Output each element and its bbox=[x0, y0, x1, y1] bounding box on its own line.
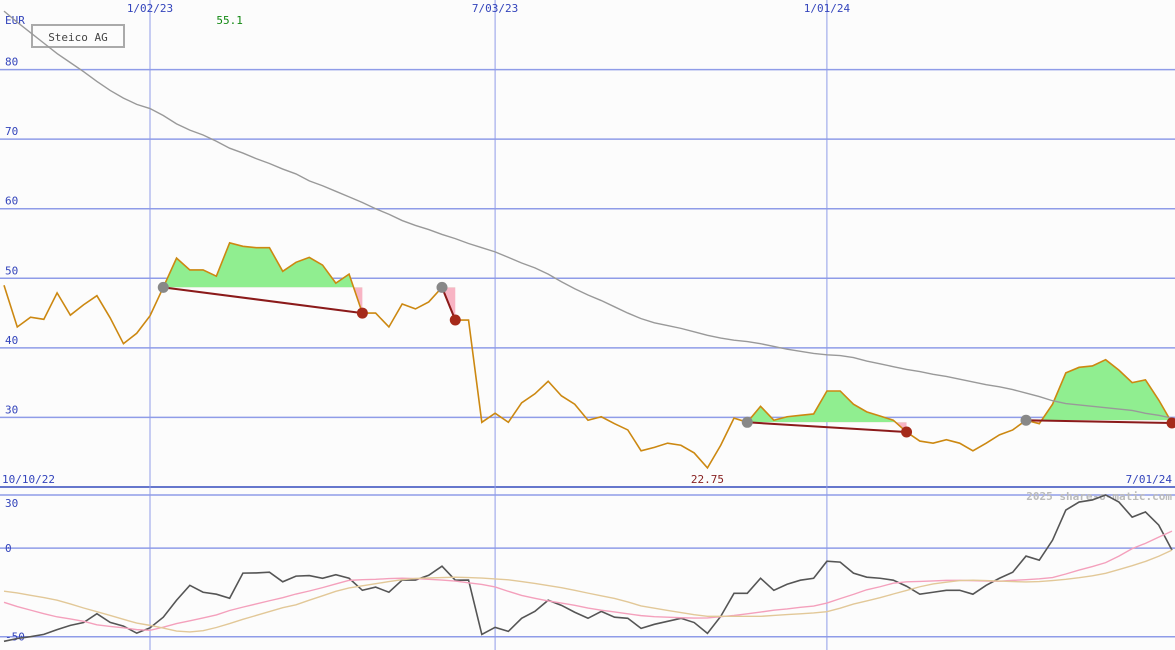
gain-area bbox=[747, 390, 907, 423]
y-tick-label: 70 bbox=[5, 125, 18, 138]
trend-line bbox=[747, 421, 907, 434]
gain-area bbox=[1026, 359, 1172, 421]
series-line bbox=[3, 549, 1173, 633]
y-tick-label: 30 bbox=[5, 497, 18, 510]
x-tick-label: 7/01/24 bbox=[1126, 473, 1173, 486]
title-box bbox=[31, 24, 125, 48]
series-line bbox=[3, 10, 1173, 419]
trend-start bbox=[1020, 414, 1032, 426]
y-tick-label: 80 bbox=[5, 56, 18, 69]
y-tick-label: 50 bbox=[5, 264, 18, 277]
trend-end bbox=[1166, 417, 1175, 429]
trend-line bbox=[1025, 419, 1173, 424]
trend-start bbox=[436, 281, 448, 293]
trend-end bbox=[356, 307, 368, 319]
trend-end bbox=[449, 314, 461, 326]
y-tick-label: 40 bbox=[5, 334, 18, 347]
series-line bbox=[3, 494, 1173, 643]
x-tick-label: 1/02/23 bbox=[127, 2, 173, 15]
x-tick-label: 10/10/22 bbox=[2, 473, 55, 486]
trend-end bbox=[901, 426, 913, 438]
series-line bbox=[3, 241, 1173, 470]
trend-start bbox=[157, 281, 169, 293]
gain-area bbox=[163, 242, 363, 288]
x-tick-label: 7/03/23 bbox=[472, 2, 518, 15]
y-tick-label: 0 bbox=[5, 542, 12, 555]
max-label: 55.1 bbox=[216, 14, 243, 27]
trend-line bbox=[163, 286, 363, 315]
y-tick-label: 30 bbox=[5, 403, 18, 416]
y-tick-label: 60 bbox=[5, 195, 18, 208]
trend-line bbox=[441, 286, 457, 321]
chart-title: Steico AG bbox=[48, 31, 108, 44]
x-tick-label: 1/01/24 bbox=[804, 2, 851, 15]
min-label: 22.75 bbox=[691, 473, 724, 486]
trend-start bbox=[741, 416, 753, 428]
